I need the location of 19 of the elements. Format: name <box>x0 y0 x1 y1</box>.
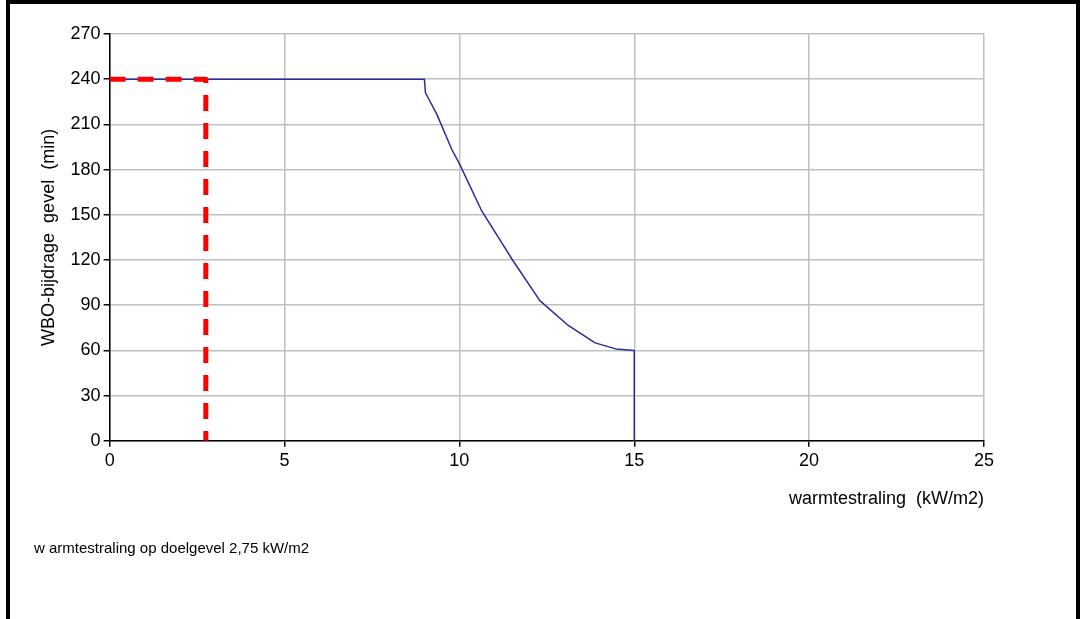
text: w armtestraling op doelgevel 2,75 kW/m2 <box>34 539 310 556</box>
x-tick-label: 15 <box>624 449 645 470</box>
y-tick-label: 210 <box>70 113 101 134</box>
x-axis-title: warmtestraling (kW/m2) <box>787 488 984 509</box>
x-tick-label: 5 <box>279 449 290 470</box>
y-tick-label: 150 <box>70 203 101 224</box>
x-tick-label: 25 <box>973 449 995 470</box>
y-tick-label: 60 <box>80 339 101 360</box>
y-tick-label: 30 <box>80 384 101 405</box>
y-tick-label: 0 <box>90 429 101 450</box>
y-tick-label: 270 <box>70 22 101 43</box>
y-tick-label: 90 <box>80 294 101 315</box>
y-axis-title: WBO-bijdrage gevel (min) <box>37 128 58 346</box>
y-tick-label: 180 <box>70 158 101 179</box>
x-tick-label: 20 <box>799 449 820 470</box>
y-tick-label: 120 <box>70 248 101 269</box>
x-tick-label: 10 <box>449 449 470 470</box>
x-tick-label: 0 <box>104 449 115 470</box>
y-tick-label: 240 <box>70 68 101 89</box>
